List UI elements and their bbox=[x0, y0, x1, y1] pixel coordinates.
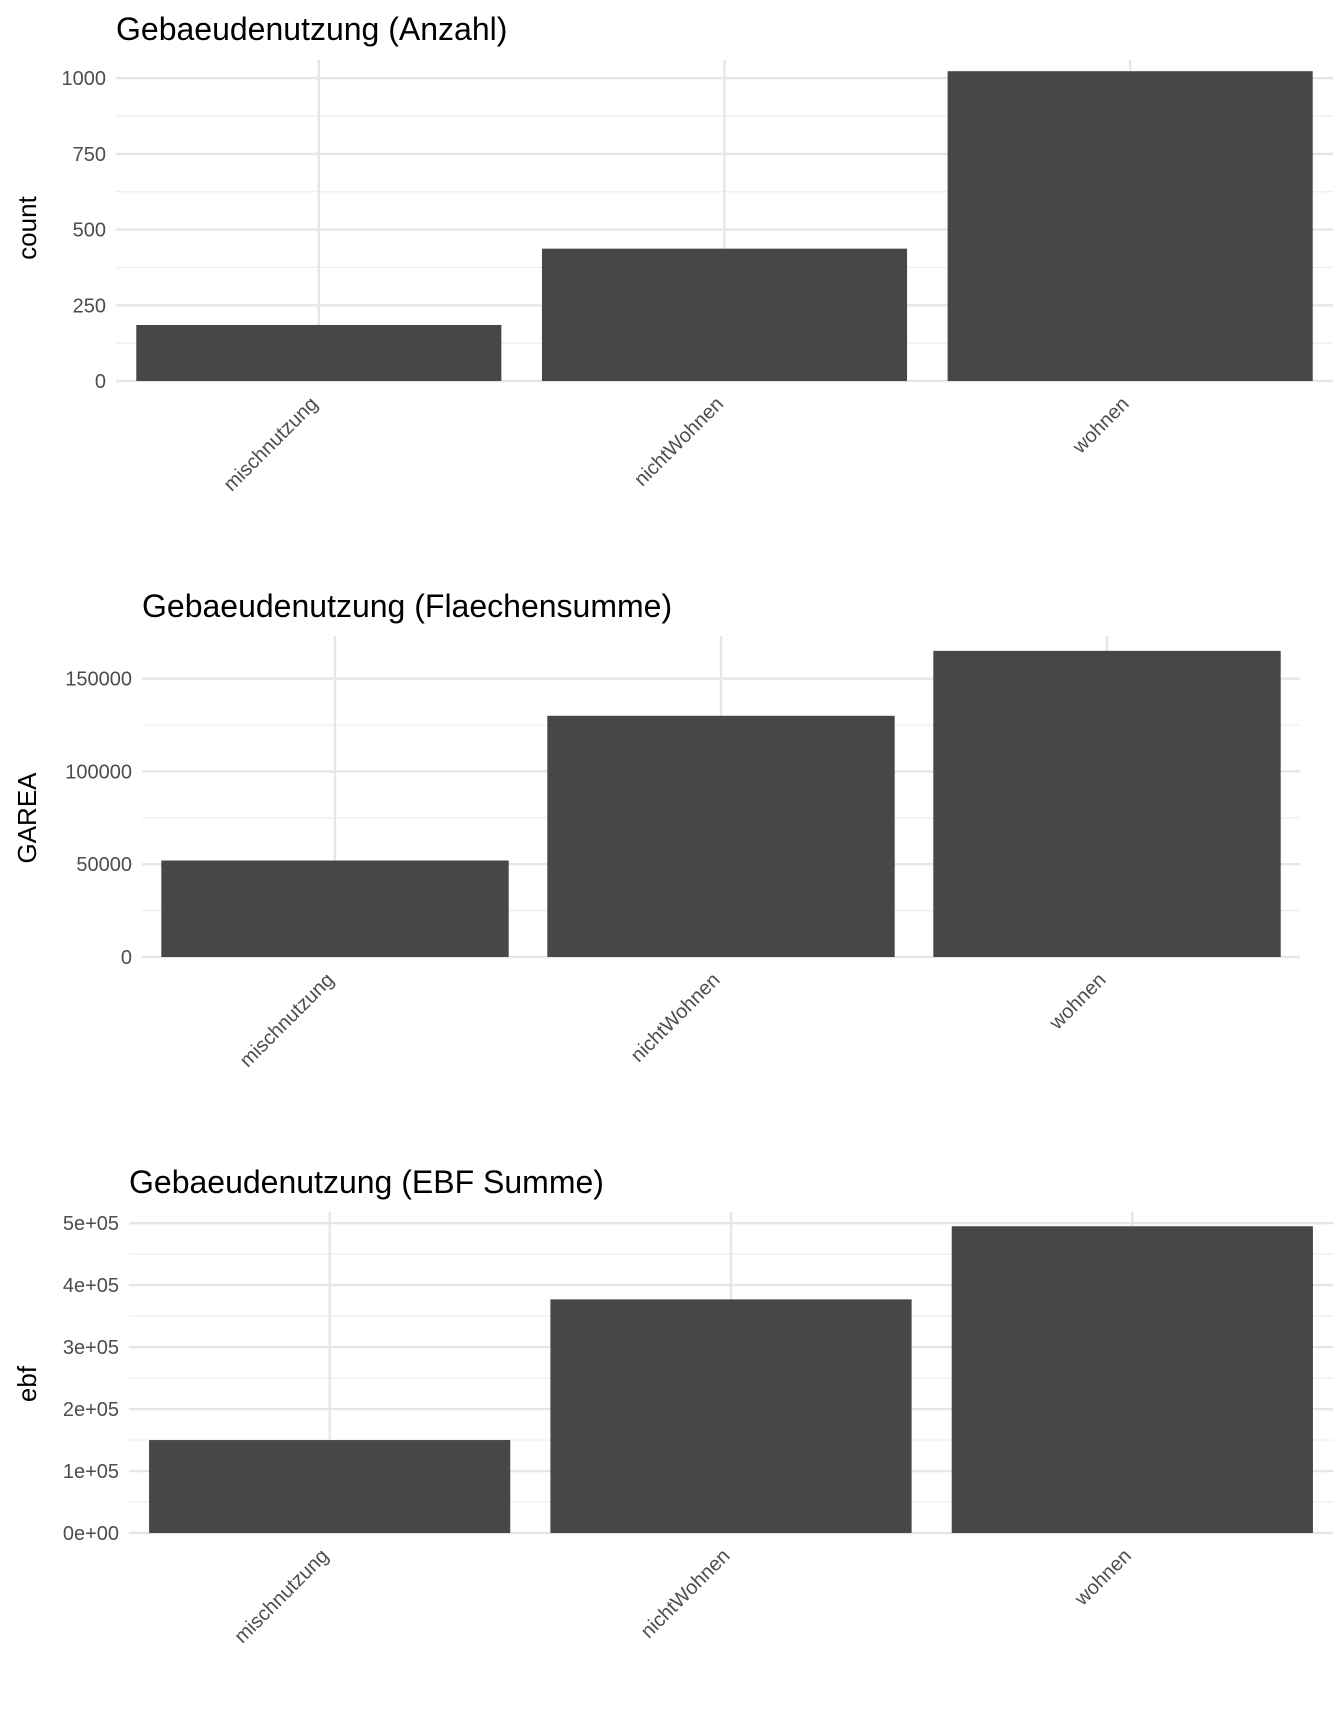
bar-mischnutzung bbox=[136, 324, 502, 381]
x-tick-label: nichtWohnen bbox=[637, 1545, 735, 1643]
y-tick-label: 4e+05 bbox=[63, 1275, 119, 1297]
y-tick-label: 500 bbox=[73, 220, 106, 242]
y-tick-label: 100000 bbox=[65, 761, 132, 783]
y-tick-label: 3e+05 bbox=[63, 1337, 119, 1359]
y-tick-label: 0e+00 bbox=[63, 1523, 119, 1545]
bar-mischnutzung bbox=[149, 1440, 511, 1533]
y-axis-title: count bbox=[12, 195, 42, 259]
bar-mischnutzung bbox=[161, 860, 509, 957]
y-tick-label: 1000 bbox=[62, 68, 107, 90]
y-tick-label: 5e+05 bbox=[63, 1213, 119, 1235]
bar-wohnen bbox=[933, 650, 1281, 957]
y-tick-label: 250 bbox=[73, 295, 106, 317]
x-tick-label: wohnen bbox=[1045, 969, 1111, 1035]
y-tick-label: 750 bbox=[73, 144, 106, 166]
chart-title: Gebaeudenutzung (Anzahl) bbox=[116, 11, 507, 47]
y-tick-label: 50000 bbox=[76, 854, 132, 876]
bar-wohnen bbox=[951, 1226, 1313, 1533]
y-axis-title: ebf bbox=[12, 1365, 42, 1402]
bar-nichtWohnen bbox=[541, 248, 908, 381]
chart-panel-2: 0 50000 100000 150000 mischnutzung nichtWohne… bbox=[12, 588, 1300, 1072]
x-tick-label: mischnutzung bbox=[230, 1545, 333, 1648]
chart-panel-3: 0e+00 1e+05 2e+05 3e+05 4e+05 5e+05 mischnutzu… bbox=[12, 1164, 1333, 1648]
x-tick-label: mischnutzung bbox=[236, 969, 339, 1072]
chart-title: Gebaeudenutzung (EBF Summe) bbox=[129, 1164, 604, 1200]
x-tick-label: wohnen bbox=[1070, 1545, 1136, 1611]
y-tick-label: 0 bbox=[121, 947, 132, 969]
y-axis-title: GAREA bbox=[12, 772, 42, 864]
y-tick-label: 150000 bbox=[65, 669, 132, 691]
y-tick-label: 0 bbox=[95, 371, 106, 393]
bar-nichtWohnen bbox=[547, 715, 895, 957]
x-tick-label: nichtWohnen bbox=[630, 393, 728, 491]
x-tick-label: nichtWohnen bbox=[627, 969, 725, 1067]
x-tick-label: wohnen bbox=[1068, 393, 1134, 459]
x-tick-label: mischnutzung bbox=[220, 393, 323, 496]
y-tick-label: 1e+05 bbox=[63, 1461, 119, 1483]
y-tick-label: 2e+05 bbox=[63, 1399, 119, 1421]
bar-wohnen bbox=[947, 71, 1313, 382]
bar-nichtWohnen bbox=[550, 1299, 912, 1533]
chart-title: Gebaeudenutzung (Flaechensumme) bbox=[142, 588, 672, 624]
chart-panel-1: 0 250 500 750 1000 mischnutzung nichtWohnen woh… bbox=[12, 11, 1333, 496]
